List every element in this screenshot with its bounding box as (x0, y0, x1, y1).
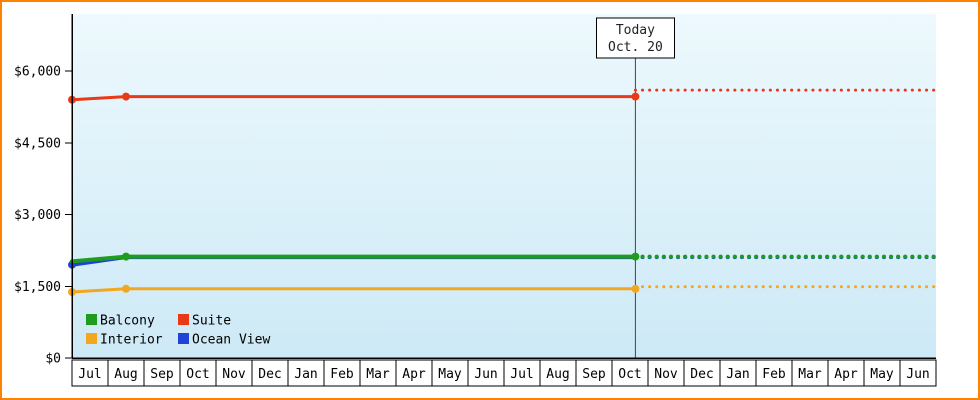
month-label: Feb (330, 367, 354, 382)
month-cell (431, 359, 469, 387)
series-point-interior (631, 284, 640, 293)
y-axis-label: $3,000 (14, 208, 61, 223)
month-label: Jan (294, 367, 317, 382)
month-label: Jun (906, 367, 929, 382)
month-cell (143, 359, 181, 387)
month-cell (467, 359, 505, 387)
month-cell (863, 359, 901, 387)
month-label: Dec (258, 367, 281, 382)
month-cell (683, 359, 721, 387)
series-point-balcony (122, 252, 130, 261)
month-cell (215, 359, 253, 387)
month-cell (287, 359, 325, 387)
series-point-suite (631, 92, 640, 101)
today-label-line2: Oct. 20 (608, 40, 663, 55)
month-cell (539, 359, 577, 387)
month-cell (71, 359, 109, 387)
month-label: Sep (150, 367, 174, 382)
month-label: Jul (510, 367, 533, 382)
series-point-interior (122, 284, 130, 293)
month-cell (827, 359, 865, 387)
month-label: May (438, 367, 462, 382)
month-cell (611, 359, 649, 387)
today-label-box (595, 17, 675, 59)
month-cell (755, 359, 793, 387)
month-cell (359, 359, 397, 387)
month-label: Jun (474, 367, 497, 382)
month-label: Nov (222, 367, 246, 382)
legend-label-interior[interactable]: Interior (100, 333, 163, 348)
month-label: Nov (654, 367, 678, 382)
legend-swatch-interior[interactable] (86, 333, 97, 344)
month-label: Oct (618, 367, 641, 382)
legend-swatch-suite[interactable] (178, 314, 189, 325)
month-label: Aug (114, 367, 137, 382)
month-cell (575, 359, 613, 387)
series-point-balcony (631, 252, 640, 261)
plot-area (72, 14, 936, 358)
today-label-line1: Today (616, 23, 655, 38)
month-cell (647, 359, 685, 387)
y-axis-label: $1,500 (14, 280, 61, 295)
month-label: May (870, 367, 894, 382)
month-label: Mar (798, 367, 822, 382)
legend-swatch-balcony[interactable] (86, 314, 97, 325)
month-label: Mar (366, 367, 390, 382)
y-axis-label: $0 (45, 352, 61, 367)
month-label: Dec (690, 367, 713, 382)
month-label: Jan (726, 367, 749, 382)
month-label: Apr (834, 367, 858, 382)
month-cell (899, 359, 937, 387)
month-label: Sep (582, 367, 606, 382)
month-label: Oct (186, 367, 209, 382)
legend-label-suite[interactable]: Suite (192, 314, 231, 329)
month-cell (323, 359, 361, 387)
y-axis-label: $6,000 (14, 65, 61, 80)
month-label: Apr (402, 367, 426, 382)
y-axis-label: $4,500 (14, 136, 61, 151)
month-label: Feb (762, 367, 786, 382)
month-label: Jul (78, 367, 101, 382)
legend-label-balcony[interactable]: Balcony (100, 314, 155, 329)
month-cell (107, 359, 145, 387)
series-point-suite (122, 92, 130, 101)
legend-label-ocean-view[interactable]: Ocean View (192, 333, 270, 348)
month-cell (179, 359, 217, 387)
legend-swatch-ocean-view[interactable] (178, 333, 189, 344)
month-label: Aug (546, 367, 569, 382)
